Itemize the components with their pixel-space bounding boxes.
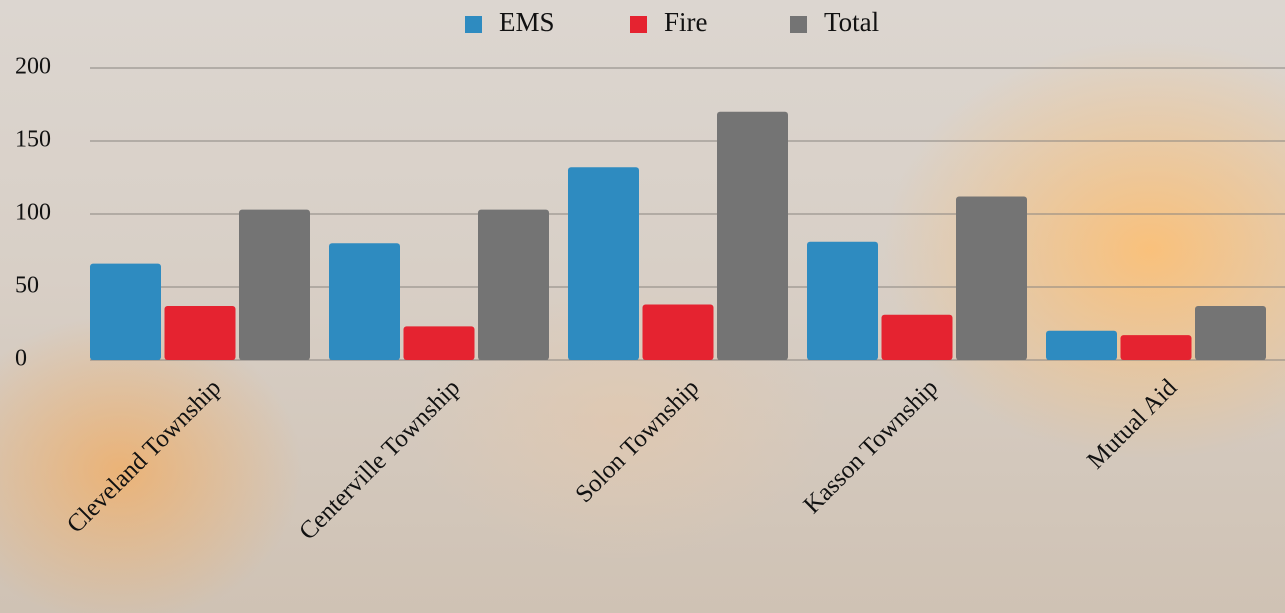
bar — [90, 263, 161, 360]
y-tick-label: 50 — [15, 273, 39, 299]
x-tick-label: Centerville Township — [294, 374, 465, 545]
legend-label: Fire — [664, 7, 708, 37]
y-tick-label: 0 — [15, 346, 27, 372]
legend-swatch — [790, 16, 807, 33]
y-tick-label: 150 — [15, 127, 51, 153]
bar — [956, 196, 1027, 360]
bar — [1195, 305, 1266, 360]
bar — [478, 209, 549, 360]
bar — [1046, 330, 1117, 360]
y-tick-label: 200 — [15, 54, 51, 80]
bar — [642, 304, 714, 360]
bar — [1120, 335, 1192, 360]
legend-swatch — [630, 16, 647, 33]
y-tick-label: 100 — [15, 200, 51, 226]
bar — [807, 241, 878, 360]
x-tick-label: Kasson Township — [799, 374, 944, 519]
x-tick-label: Cleveland Township — [62, 374, 226, 538]
x-tick-label: Mutual Aid — [1082, 374, 1182, 474]
bar — [403, 326, 475, 360]
legend-label: Total — [824, 7, 879, 37]
bar — [568, 167, 639, 360]
x-tick-label: Solon Township — [570, 374, 704, 508]
bar — [239, 209, 310, 360]
bar — [717, 111, 788, 360]
bar — [881, 314, 953, 360]
bar — [164, 305, 236, 360]
bar — [329, 243, 400, 360]
legend-label: EMS — [499, 7, 555, 37]
legend-swatch — [465, 16, 482, 33]
